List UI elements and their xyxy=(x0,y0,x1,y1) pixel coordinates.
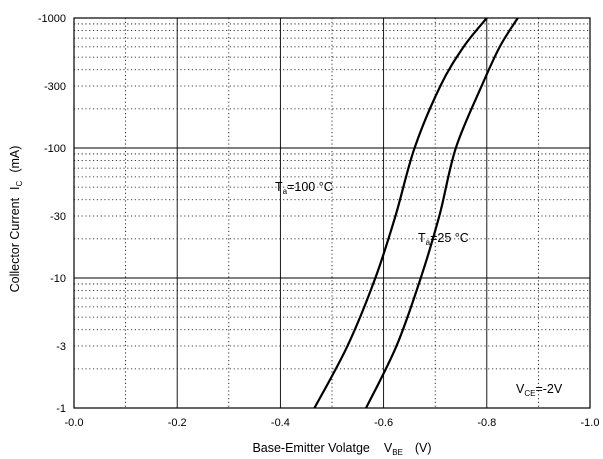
y-tick-label: -30 xyxy=(50,211,66,223)
series-label-ta-100-symbol: T xyxy=(275,180,283,194)
vce-annotation: VCE=-2V xyxy=(516,382,563,398)
series-line-ta-100 xyxy=(313,17,488,409)
series-label-ta-100: Ta=100 °C xyxy=(275,180,333,196)
y-tick-label: -3 xyxy=(56,341,66,353)
x-axis-title-subscript: BE xyxy=(392,448,403,457)
series-label-ta-100-subscript: a xyxy=(283,187,288,196)
series-label-ta-100-value: =100 °C xyxy=(287,180,333,194)
vce-annotation-value: =-2V xyxy=(535,382,562,396)
x-tick-label: -0.0 xyxy=(65,417,84,429)
x-tick-label: -0.4 xyxy=(271,417,290,429)
series-label-ta-25: Ta=25 °C xyxy=(418,231,469,247)
x-axis-title-unit: (V) xyxy=(415,441,432,455)
y-tick-labels: -1 -3 -10 -30 -100 -300 -1000 xyxy=(38,13,66,415)
series-label-ta-25-symbol: T xyxy=(418,231,426,245)
y-tick-label: -10 xyxy=(50,273,66,285)
x-tick-labels: -0.0 -0.2 -0.4 -0.6 -0.8 -1.0 xyxy=(65,417,600,429)
major-grid xyxy=(74,18,590,408)
x-tick-label: -0.2 xyxy=(168,417,187,429)
x-axis-title-main: Base-Emitter Volatge xyxy=(252,441,369,455)
minor-grid xyxy=(74,18,590,408)
y-tick-label: -100 xyxy=(44,143,66,155)
x-axis-title: Base-Emitter Volatge VBE (V) xyxy=(252,441,431,457)
y-tick-label: -300 xyxy=(44,81,66,93)
vce-annotation-subscript: CE xyxy=(524,389,535,398)
y-axis-title-subscript: C xyxy=(15,180,24,186)
y-axis-title-symbol: I xyxy=(8,186,22,189)
vce-annotation-symbol: V xyxy=(516,382,525,396)
series-layer xyxy=(313,17,519,409)
y-tick-label: -1 xyxy=(56,403,66,415)
y-axis-title-unit: (mA) xyxy=(8,146,22,173)
series-line-ta-25 xyxy=(365,17,519,409)
y-axis-title: Collector Current IC (mA) xyxy=(8,146,24,293)
x-axis-title-symbol: V xyxy=(384,441,393,455)
x-tick-label: -0.6 xyxy=(374,417,393,429)
plot-frame xyxy=(73,17,591,409)
x-tick-label: -0.8 xyxy=(477,417,496,429)
y-axis-title-main: Collector Current xyxy=(8,197,22,292)
y-tick-label: -1000 xyxy=(38,13,66,25)
series-label-ta-25-subscript: a xyxy=(426,238,431,247)
series-label-ta-25-value: =25 °C xyxy=(430,231,469,245)
x-tick-label: -1.0 xyxy=(581,417,600,429)
